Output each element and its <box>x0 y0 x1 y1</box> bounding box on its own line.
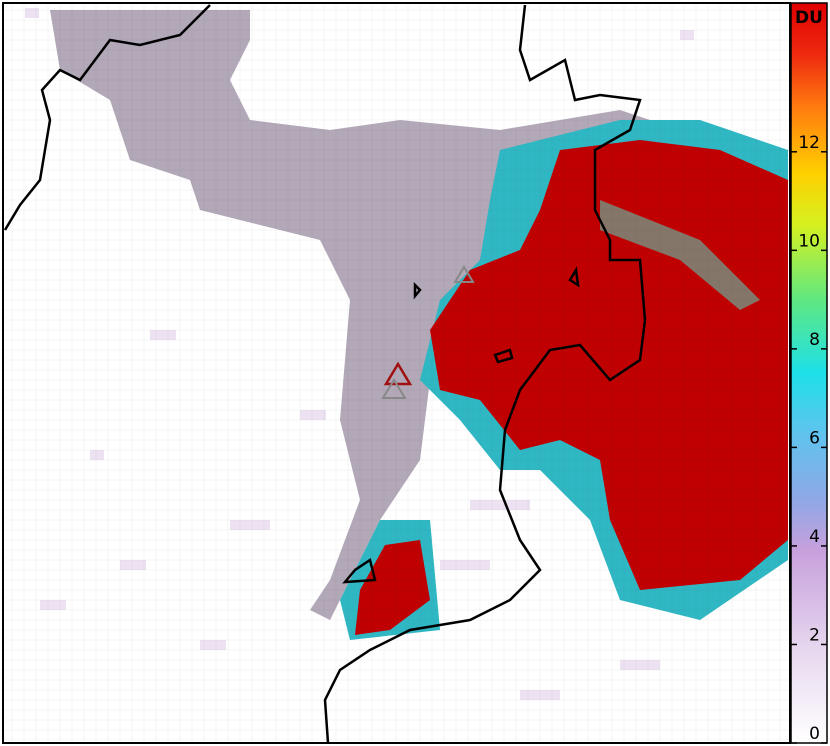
grid-cells <box>3 3 790 743</box>
map-frame <box>2 2 791 744</box>
colorbar-tick-label: 6 <box>809 428 820 448</box>
colorbar-ramp <box>790 2 828 744</box>
colorbar: DU 0 2 4 6 8 10 12 <box>790 2 828 744</box>
colorbar-tick-label: 4 <box>809 527 820 547</box>
volcano-marker <box>453 265 475 283</box>
colorbar-tick-label: 10 <box>798 231 820 251</box>
volcano-marker <box>381 378 407 399</box>
map <box>2 2 791 744</box>
colorbar-tick-label: 12 <box>798 133 820 153</box>
colorbar-tick-label: 2 <box>809 625 820 645</box>
coastlines <box>3 4 647 744</box>
colorbar-tick-label: 0 <box>809 724 820 744</box>
colorbar-tick-label: 8 <box>809 330 820 350</box>
volcano-marker <box>383 361 413 386</box>
colorbar-label: DU <box>795 8 823 28</box>
